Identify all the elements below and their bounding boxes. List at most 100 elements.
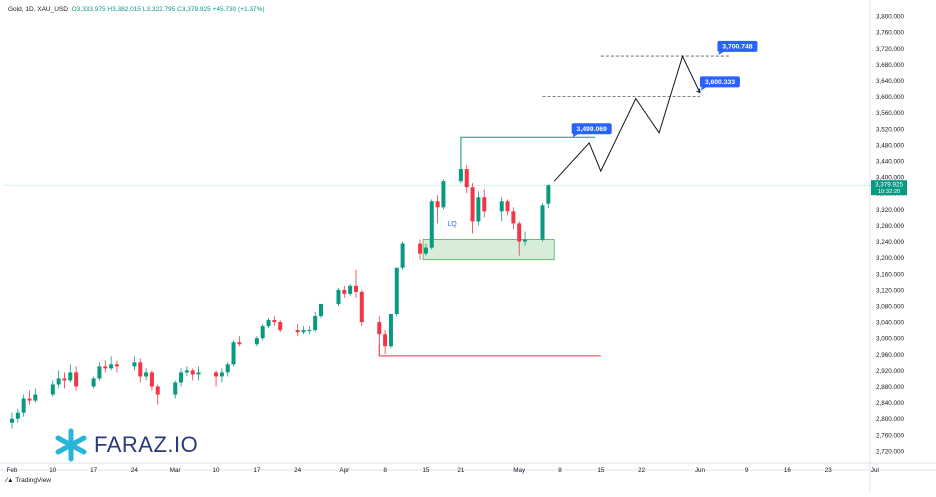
- last-price-label: 3,379.925: [875, 182, 904, 189]
- y-tick-label: 3,800.000: [876, 14, 905, 21]
- resistance-callout-label: 3,499.069: [577, 126, 607, 133]
- y-tick-label: 3,440.000: [876, 159, 905, 166]
- countdown-label: 10:32:20: [878, 189, 901, 195]
- y-tick-label: 3,400.000: [876, 175, 905, 182]
- candle-body: [62, 378, 67, 381]
- candle-body: [231, 342, 236, 365]
- x-tick-label: 15: [422, 467, 430, 474]
- candle-body: [400, 243, 405, 268]
- y-tick-label: 2,720.000: [876, 448, 905, 455]
- target-2-callout-pointer: [718, 50, 726, 55]
- candle-body: [225, 364, 230, 373]
- candle-body: [394, 267, 399, 315]
- tradingview-logo[interactable]: ⁄▲ TradingView: [6, 477, 51, 484]
- candle-body: [254, 338, 259, 345]
- candle-body: [132, 362, 137, 367]
- x-tick-label: 16: [784, 467, 792, 474]
- x-tick-label: 24: [294, 467, 302, 474]
- y-tick-label: 3,160.000: [876, 271, 905, 278]
- projection-path: [553, 54, 701, 182]
- x-tick-label: 23: [825, 467, 833, 474]
- candle-body: [15, 412, 20, 419]
- x-tick-label: 9: [745, 467, 749, 474]
- candle-body: [266, 320, 271, 327]
- candle-body: [109, 364, 114, 369]
- candle-body: [50, 384, 55, 395]
- candle-body: [511, 211, 516, 224]
- candle-body: [91, 378, 96, 387]
- candle-body: [418, 243, 423, 254]
- y-tick-label: 3,480.000: [876, 142, 905, 149]
- x-tick-label: 8: [558, 467, 562, 474]
- candle-body: [74, 372, 79, 387]
- x-tick-label: 15: [597, 467, 605, 474]
- candle-body: [441, 181, 446, 208]
- y-tick-label: 3,760.000: [876, 30, 905, 37]
- y-tick-label: 3,280.000: [876, 223, 905, 230]
- candle-body: [27, 398, 32, 401]
- candle-body: [149, 372, 154, 387]
- candle-body: [499, 201, 504, 212]
- candle-body: [307, 330, 312, 332]
- x-tick-label: 8: [383, 467, 387, 474]
- candle-body: [260, 326, 265, 339]
- candle-body: [272, 320, 277, 323]
- candle-body: [190, 370, 195, 375]
- y-tick-label: 3,560.000: [876, 110, 905, 117]
- candle-body: [470, 187, 475, 222]
- candle-body: [342, 289, 347, 294]
- y-tick-label: 2,880.000: [876, 384, 905, 391]
- symbol-title: Gold, 1D, XAU_USD: [8, 6, 68, 13]
- y-tick-label: 3,240.000: [876, 239, 905, 246]
- candle-body: [114, 364, 119, 367]
- y-tick-label: 3,320.000: [876, 207, 905, 214]
- candle-body: [353, 285, 358, 292]
- y-tick-label: 3,000.000: [876, 336, 905, 343]
- x-tick-label: 10: [49, 467, 57, 474]
- candle-body: [348, 285, 353, 294]
- candle-body: [56, 378, 61, 385]
- x-tick-label: 17: [253, 467, 261, 474]
- candle-body: [295, 330, 300, 333]
- candle-body: [377, 322, 382, 335]
- candle-body: [383, 334, 388, 347]
- x-tick-label: 10: [213, 467, 221, 474]
- last-price-badge: [871, 180, 907, 196]
- demand-zone: [422, 239, 555, 261]
- target-2-callout-label: 3,700.748: [722, 44, 752, 51]
- candle-body: [97, 366, 102, 379]
- brand-watermark: FARAZ.IO: [54, 428, 198, 462]
- y-tick-label: 3,680.000: [876, 62, 905, 69]
- candle-body: [33, 394, 38, 401]
- symbol-legend: Gold, 1D, XAU_USD O3,333.975 H3,382.015 …: [8, 6, 265, 13]
- y-tick-label: 3,080.000: [876, 303, 905, 310]
- candle-body: [429, 201, 434, 248]
- ohlc-values: O3,333.975 H3,382.015 L3,322.795 C3,379.…: [71, 6, 265, 13]
- candle-body: [476, 197, 481, 222]
- candle-body: [540, 205, 545, 240]
- lq-annotation: LQ: [447, 221, 457, 228]
- candle-body: [138, 362, 143, 377]
- candle-body: [10, 418, 14, 423]
- y-tick-label: 3,600.000: [876, 94, 905, 101]
- y-tick-label: 3,200.000: [876, 255, 905, 262]
- resistance-callout-pointer: [572, 133, 580, 138]
- candle-body: [278, 322, 283, 331]
- candle-body: [458, 169, 463, 182]
- tradingview-logo-icon: ⁄▲: [6, 477, 14, 484]
- y-tick-label: 3,040.000: [876, 320, 905, 327]
- x-tick-label: Jun: [695, 467, 706, 474]
- candle-body: [388, 314, 393, 347]
- x-tick-label: Apr: [339, 467, 349, 474]
- candle-body: [103, 366, 108, 369]
- x-tick-label: Feb: [7, 467, 18, 474]
- candle-body: [301, 330, 306, 333]
- candle-body: [21, 398, 26, 413]
- candle-body: [523, 239, 528, 242]
- asterisk-logo-icon: [55, 428, 87, 462]
- candle-body: [155, 386, 160, 395]
- x-tick-label: 22: [638, 467, 646, 474]
- candle-body: [435, 201, 440, 208]
